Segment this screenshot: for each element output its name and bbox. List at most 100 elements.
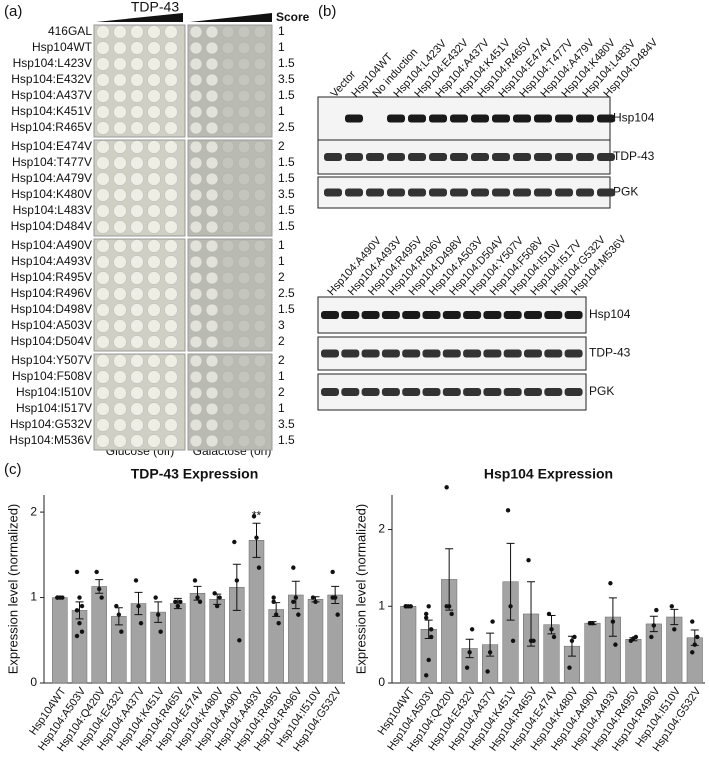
colony-spot — [189, 57, 203, 71]
strain-label: Hsp104:R465V — [11, 120, 92, 134]
strain-label: Hsp104:A479V — [11, 171, 92, 185]
band-label: PGK — [589, 384, 614, 398]
colony-spot — [113, 89, 127, 103]
colony-spot — [147, 140, 161, 154]
significance-annotation: ** — [252, 508, 262, 522]
data-point — [567, 665, 572, 670]
error-bar — [331, 585, 340, 605]
band-label: TDP-43 — [589, 346, 631, 360]
strain-label: Hsp104:K480V — [11, 187, 92, 201]
colony-spot — [164, 220, 178, 234]
colony-spot — [221, 41, 235, 55]
bar — [327, 594, 343, 684]
colony-spot — [221, 335, 235, 349]
colony-spot — [96, 239, 110, 253]
strain-label: Hsp104:Y507V — [11, 353, 92, 367]
colony-spot — [164, 121, 178, 135]
colony-spot — [164, 271, 178, 285]
score: 3.5 — [278, 72, 295, 86]
colony-spot — [253, 220, 267, 234]
colony-spot — [113, 386, 127, 400]
strain-label: Hsp104WT — [32, 40, 93, 54]
colony-spot — [237, 402, 251, 416]
band — [534, 153, 552, 161]
data-point — [429, 627, 434, 632]
colony-spot — [253, 370, 267, 384]
colony-spot — [164, 172, 178, 186]
colony-spot — [205, 156, 219, 170]
band — [324, 188, 342, 197]
band — [463, 349, 482, 358]
colony-spot — [189, 105, 203, 119]
band — [442, 349, 461, 358]
colony-spot — [164, 370, 178, 384]
data-point — [426, 657, 431, 663]
colony-spot — [130, 140, 144, 154]
colony-spot — [130, 41, 144, 55]
colony-spot — [164, 89, 178, 103]
score: 1.5 — [278, 302, 295, 316]
band — [361, 311, 380, 319]
data-point — [487, 650, 493, 655]
strain-label: Hsp104:I510V — [16, 385, 92, 399]
data-point — [153, 595, 158, 600]
data-point — [424, 673, 429, 678]
strain-label: Hsp104:A437V — [11, 88, 92, 102]
colony-spot — [113, 239, 127, 253]
score: 3.5 — [278, 417, 295, 431]
strain-label: Hsp104:D504V — [11, 334, 92, 348]
colony-spot — [221, 354, 235, 368]
band — [408, 153, 426, 161]
colony-spot — [253, 73, 267, 87]
band — [341, 388, 360, 396]
colony-spot — [237, 220, 251, 234]
colony-spot — [113, 434, 127, 448]
data-point — [490, 619, 495, 624]
colony-spot — [189, 418, 203, 432]
colony-spot — [189, 140, 203, 154]
band — [345, 188, 363, 197]
colony-spot — [96, 319, 110, 333]
data-point — [531, 638, 536, 643]
colony-spot — [237, 418, 251, 432]
band — [321, 311, 339, 319]
colony-spot — [164, 303, 178, 317]
y-axis-label: Expression level (normalized) — [353, 504, 368, 675]
colony-spot — [96, 140, 110, 154]
colony-spot — [96, 303, 110, 317]
bar — [52, 597, 68, 684]
band — [408, 114, 426, 123]
colony-spot — [205, 105, 219, 119]
dilution-wedge — [96, 13, 183, 22]
colony-spot — [130, 220, 144, 234]
colony-spot — [147, 370, 161, 384]
colony-spot — [113, 418, 127, 432]
colony-spot — [147, 319, 161, 333]
colony-spot — [253, 434, 267, 448]
data-point — [330, 569, 335, 575]
colony-spot — [130, 386, 144, 400]
colony-spot — [147, 402, 161, 416]
band — [341, 349, 360, 358]
data-point — [608, 581, 613, 586]
data-point — [296, 612, 301, 617]
colony-spot — [189, 287, 203, 301]
colony-spot — [96, 418, 110, 432]
band — [483, 311, 502, 319]
band — [402, 311, 421, 319]
colony-spot — [253, 204, 267, 218]
colony-spot — [189, 41, 203, 55]
colony-spot — [205, 73, 219, 87]
colony-spot — [237, 204, 251, 218]
data-point — [293, 595, 299, 600]
bar — [170, 603, 186, 684]
band — [544, 311, 563, 319]
data-point — [291, 599, 296, 605]
strain-label: Hsp104:I517V — [16, 401, 92, 415]
data-point — [654, 607, 659, 613]
colony-spot — [130, 335, 144, 349]
colony-spot — [221, 121, 235, 135]
data-point — [572, 634, 577, 640]
band — [597, 114, 615, 123]
colony-spot — [205, 41, 219, 55]
